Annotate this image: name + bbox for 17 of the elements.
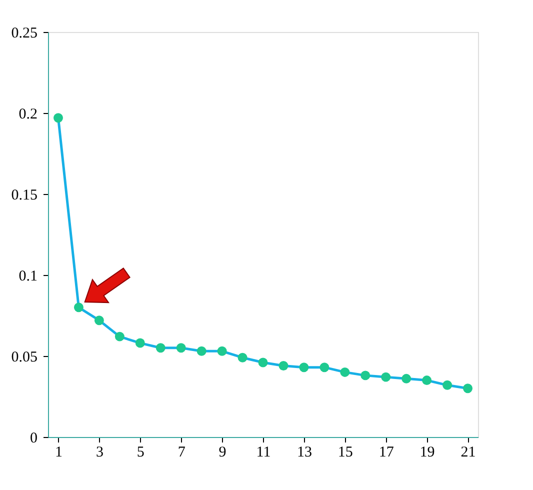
y-tick-label: 0.2 [18,106,38,122]
x-tick-label: 5 [136,444,144,460]
x-tick-label: 17 [378,444,394,460]
x-tick-label: 21 [460,444,476,460]
y-tick-label: 0.15 [11,188,38,204]
x-tick-label: 3 [96,444,104,460]
x-tick-label: 7 [178,444,186,460]
x-tick-label: 11 [256,444,271,460]
x-tick-label: 1 [54,444,62,460]
x-tick-label: 13 [296,444,312,460]
y-tick-label: 0.1 [18,268,38,284]
y-tick-label: 0.25 [11,26,38,42]
x-tick-label: 9 [218,444,226,460]
y-tick-label: 0.05 [11,350,38,366]
y-tick-label: 0 [30,430,38,446]
x-tick-label: 15 [338,444,353,460]
x-tick-label: 19 [420,444,435,460]
